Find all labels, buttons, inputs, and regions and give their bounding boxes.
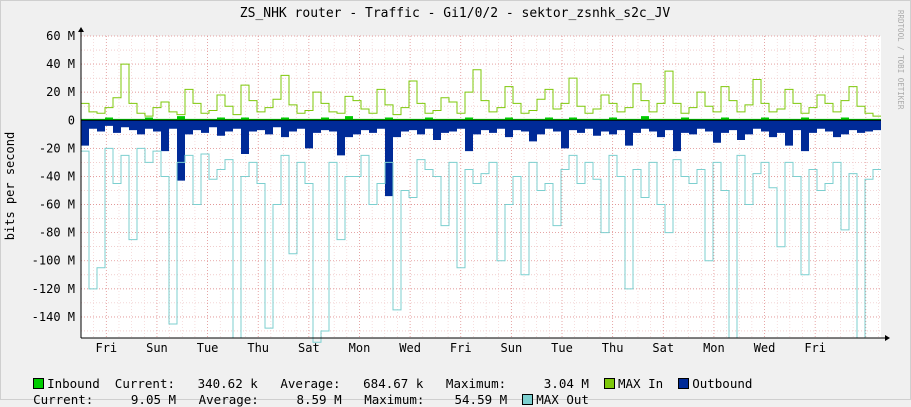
- x-tick-label: Fri: [804, 341, 826, 355]
- legend-line-2: Current: 9.05 M Average: 8.59 M Maximum:…: [18, 377, 589, 407]
- y-axis-arrow: [78, 27, 84, 32]
- x-tick-label: Sun: [501, 341, 523, 355]
- y-axis-label: bits per second: [3, 132, 17, 240]
- chart-title: ZS_NHK router - Traffic - Gi1/0/2 - sekt…: [240, 6, 671, 21]
- inbound-stats: Current: 340.62 k Average: 684.67 k Maxi…: [99, 376, 589, 391]
- y-tick-label: -60 M: [39, 198, 75, 212]
- series-line-max-in: [81, 63, 881, 117]
- inbound-swatch: [33, 378, 45, 389]
- x-tick-label: Mon: [703, 341, 725, 355]
- x-tick-label: Sat: [298, 341, 320, 355]
- y-tick-label: 60 M: [46, 29, 75, 43]
- max-in-swatch: [603, 378, 615, 389]
- x-tick-label: Tue: [197, 341, 219, 355]
- x-tick-label: Mon: [349, 341, 371, 355]
- series-area-inbound: [81, 116, 881, 121]
- x-tick-label: Wed: [399, 341, 421, 355]
- legend-line-1: Inbound Current: 340.62 k Average: 684.6…: [18, 361, 752, 391]
- x-tick-label: Sat: [652, 341, 674, 355]
- outbound-swatch: [678, 378, 690, 389]
- x-tick-label: Thu: [602, 341, 624, 355]
- series-line-max-out: [81, 147, 881, 343]
- x-tick-label: Thu: [247, 341, 269, 355]
- max-in-label: MAX In: [617, 376, 664, 391]
- x-tick-label: Sun: [146, 341, 168, 355]
- y-tick-label: -40 M: [39, 169, 75, 183]
- watermark: RRDTOOL / TOBI OETIKER: [896, 10, 905, 110]
- y-tick-label: -120 M: [32, 282, 75, 296]
- y-tick-label: 40 M: [46, 57, 75, 71]
- x-axis-arrow: [885, 335, 890, 341]
- y-tick-label: -80 M: [39, 226, 75, 240]
- y-tick-label: 0: [68, 113, 75, 127]
- y-tick-label: -140 M: [32, 310, 75, 324]
- inbound-label: Inbound: [47, 376, 100, 391]
- series-area-outbound: [81, 120, 881, 197]
- y-tick-label: 20 M: [46, 85, 75, 99]
- y-tick-label: -20 M: [39, 141, 75, 155]
- x-tick-label: Wed: [754, 341, 776, 355]
- x-tick-label: Tue: [551, 341, 573, 355]
- outbound-label: Outbound: [692, 376, 753, 391]
- x-tick-label: Fri: [95, 341, 117, 355]
- y-tick-label: -100 M: [32, 254, 75, 268]
- x-tick-label: Fri: [450, 341, 472, 355]
